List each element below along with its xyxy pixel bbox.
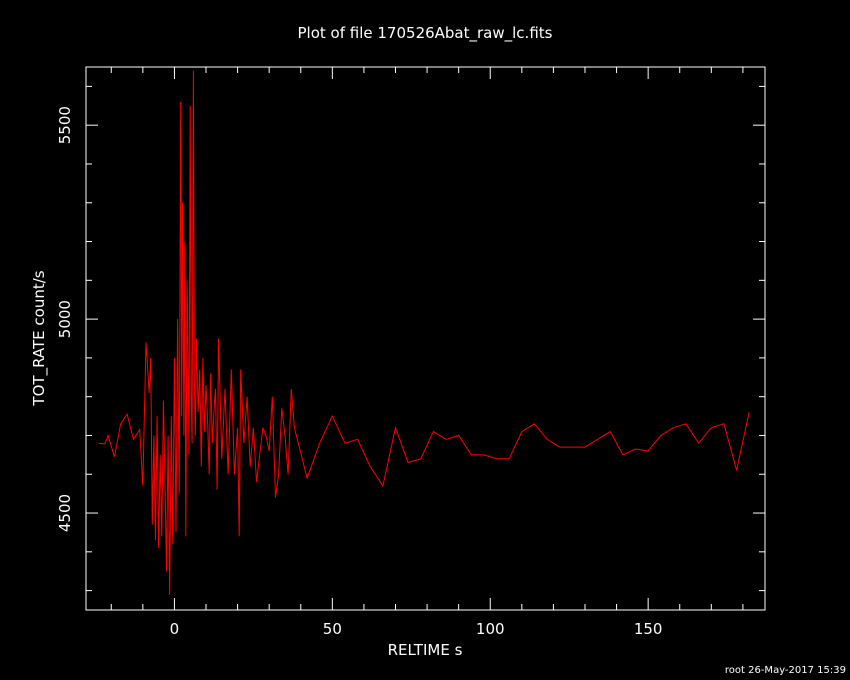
plot-frame xyxy=(85,66,766,611)
x-tick-label: 50 xyxy=(323,620,342,638)
axis-tick-labels: 0 50 100 150 4500 5000 5500 xyxy=(56,106,662,638)
footer-stamp: root 26-May-2017 15:39 xyxy=(725,665,846,676)
y-tick-label: 4500 xyxy=(56,494,74,532)
x-axis-label: RELTIME s xyxy=(388,641,463,659)
x-tick-label: 150 xyxy=(634,620,663,638)
axis-ticks xyxy=(86,67,765,610)
series-line-tot-rate xyxy=(98,70,750,595)
y-tick-label: 5500 xyxy=(56,106,74,144)
series-layer xyxy=(98,70,750,595)
chart-title: Plot of file 170526Abat_raw_lc.fits xyxy=(298,24,553,43)
x-tick-label: 100 xyxy=(476,620,505,638)
x-tick-label: 0 xyxy=(170,620,180,638)
y-axis-label: TOT_RATE count/s xyxy=(30,270,49,406)
y-tick-label: 5000 xyxy=(56,300,74,338)
